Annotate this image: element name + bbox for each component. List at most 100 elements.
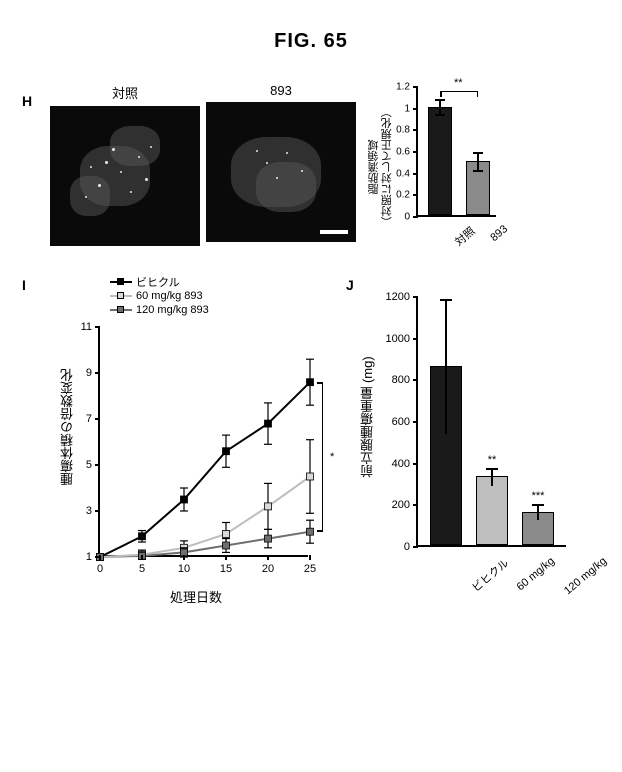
xtick-label: 10 xyxy=(178,563,190,575)
significance-label: ** xyxy=(488,454,497,466)
bar xyxy=(428,107,452,215)
panel-j: J 前立腺腫瘍重量 (mg) 020040060080010001200ビヒクル… xyxy=(350,277,600,637)
ytick xyxy=(413,463,418,465)
panel-i-plot-area: * 13579110510152025 xyxy=(98,327,308,557)
legend-120: 120 mg/kg 893 xyxy=(110,303,209,317)
bar xyxy=(430,366,462,545)
ytick-label: 0 xyxy=(404,541,410,553)
panel-h-plot-area: ** 00.20.40.60.811.2対照893 xyxy=(416,87,496,217)
legend-60: 60 mg/kg 893 xyxy=(110,289,209,303)
significance-bracket-i xyxy=(322,382,323,532)
panel-i-ylabel: 腫瘍体積の倍数変化 xyxy=(58,369,77,486)
bar xyxy=(466,161,490,215)
panel-j-plot-area: 020040060080010001200ビヒクル**60 mg/kg***12… xyxy=(416,297,566,547)
panel-h-barchart: 脂肪滴領域 （対照に対して正規化） ** 00.20.40.60.811.2対照… xyxy=(376,77,506,257)
ytick-label: 400 xyxy=(392,458,410,470)
panel-i-lines xyxy=(100,327,310,557)
xtick-label: 20 xyxy=(262,563,274,575)
ytick xyxy=(413,379,418,381)
ytick-label: 800 xyxy=(392,374,410,386)
significance-label: *** xyxy=(532,490,545,502)
ytick-label: 600 xyxy=(392,416,410,428)
xtick xyxy=(99,555,101,560)
ytick-label: 0.4 xyxy=(396,168,410,179)
ytick xyxy=(413,338,418,340)
ytick xyxy=(95,326,100,328)
figure-title: FIG. 65 xyxy=(20,30,602,53)
ytick xyxy=(413,86,418,88)
ytick-label: 11 xyxy=(81,321,92,333)
panel-i: I ビヒクル 60 mg/kg 893 120 mg/kg 893 腫瘍体積の倍… xyxy=(50,277,340,617)
micrograph-893: 893 xyxy=(206,83,356,246)
legend-60-label: 60 mg/kg 893 xyxy=(136,290,203,302)
ytick-label: 1 xyxy=(86,551,92,563)
panel-i-label: I xyxy=(22,277,26,293)
panel-i-legend: ビヒクル 60 mg/kg 893 120 mg/kg 893 xyxy=(110,275,209,317)
micrograph-893-image xyxy=(206,102,356,242)
legend-vehicle: ビヒクル xyxy=(110,275,209,289)
ytick xyxy=(95,418,100,420)
ytick-label: 9 xyxy=(86,367,92,379)
xtick xyxy=(183,555,185,560)
micrograph-893-title: 893 xyxy=(206,83,356,98)
xtick xyxy=(267,555,269,560)
bar-xlabel: 120 mg/kg xyxy=(562,555,609,597)
ytick xyxy=(413,296,418,298)
ytick xyxy=(413,421,418,423)
panel-i-xlabel: 処理日数 xyxy=(170,587,222,606)
xtick xyxy=(141,555,143,560)
scale-bar xyxy=(320,230,348,234)
bar xyxy=(522,512,554,545)
ytick xyxy=(413,546,418,548)
ytick-label: 5 xyxy=(86,459,92,471)
xtick-label: 25 xyxy=(304,563,316,575)
micrograph-control: 対照 xyxy=(50,83,200,246)
ytick xyxy=(413,108,418,110)
bar-xlabel: 60 mg/kg xyxy=(515,555,557,593)
panel-h: H 対照 893 xyxy=(20,83,602,257)
ytick xyxy=(95,510,100,512)
ytick xyxy=(413,216,418,218)
ytick-label: 1 xyxy=(404,103,410,114)
ytick xyxy=(413,151,418,153)
ytick-label: 1.2 xyxy=(396,82,410,93)
panel-h-label: H xyxy=(22,93,32,109)
ytick-label: 0.6 xyxy=(396,147,410,158)
panel-h-ylabel-2: （対照に対して正規化） xyxy=(381,107,393,228)
ytick-label: 200 xyxy=(392,499,410,511)
xtick-label: 15 xyxy=(220,563,232,575)
significance-label-h: ** xyxy=(454,77,463,89)
bar-xlabel: 893 xyxy=(488,223,510,244)
panel-h-ylabel: 脂肪滴領域 （対照に対して正規化） xyxy=(368,107,394,228)
ytick xyxy=(413,504,418,506)
ytick-label: 3 xyxy=(86,505,92,517)
ytick-label: 0.2 xyxy=(396,190,410,201)
ytick-label: 0.8 xyxy=(396,125,410,136)
xtick-label: 0 xyxy=(97,563,103,575)
micrograph-group: 対照 893 xyxy=(50,83,356,246)
significance-label-i: * xyxy=(330,451,334,463)
bottom-row: I ビヒクル 60 mg/kg 893 120 mg/kg 893 腫瘍体積の倍… xyxy=(20,277,602,637)
ytick xyxy=(413,194,418,196)
ytick xyxy=(413,173,418,175)
micrograph-control-title: 対照 xyxy=(50,83,200,102)
bar-xlabel: 対照 xyxy=(451,223,478,249)
ytick-label: 7 xyxy=(86,413,92,425)
ytick xyxy=(413,129,418,131)
xtick-label: 5 xyxy=(139,563,145,575)
ytick xyxy=(95,372,100,374)
bar-xlabel: ビヒクル xyxy=(468,555,512,595)
xtick xyxy=(225,555,227,560)
significance-bracket-h xyxy=(440,91,478,92)
xtick xyxy=(309,555,311,560)
ytick-label: 1200 xyxy=(386,291,410,303)
panel-j-ylabel: 前立腺腫瘍重量 (mg) xyxy=(358,356,377,477)
legend-120-label: 120 mg/kg 893 xyxy=(136,304,209,316)
ytick-label: 1000 xyxy=(386,333,410,345)
legend-vehicle-label: ビヒクル xyxy=(136,274,180,290)
panel-h-ylabel-1: 脂肪滴領域 xyxy=(368,140,380,195)
ytick xyxy=(95,464,100,466)
bar xyxy=(476,476,508,545)
ytick-label: 0 xyxy=(404,212,410,223)
panel-j-label: J xyxy=(346,277,354,293)
